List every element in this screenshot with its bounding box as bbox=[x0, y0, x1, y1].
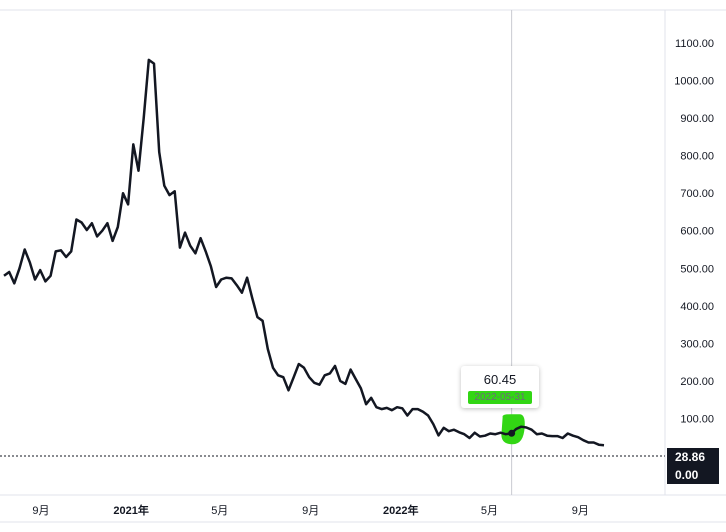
y-tick-label: 1100.00 bbox=[675, 38, 714, 50]
series-line bbox=[3, 58, 605, 447]
x-tick-label: 9月 bbox=[32, 505, 49, 517]
y-tick-label: 200.00 bbox=[680, 376, 714, 388]
y-tick-label: 600.00 bbox=[680, 226, 714, 238]
y-tick-label: 900.00 bbox=[680, 113, 714, 125]
y-tick-label: 800.00 bbox=[680, 151, 714, 163]
y-tick-label: 400.00 bbox=[680, 301, 714, 313]
crosshair-point bbox=[508, 429, 516, 437]
y-tick-label: 100.00 bbox=[680, 413, 714, 425]
y-tick-label: 500.00 bbox=[680, 263, 714, 275]
tooltip-value: 60.45 bbox=[483, 372, 517, 387]
last-value-badge: 28.86 bbox=[667, 448, 719, 466]
x-tick-label: 9月 bbox=[572, 505, 589, 517]
zero-value-badge: 0.00 bbox=[667, 466, 719, 484]
x-axis-ticks: 9月 2021年 5月 9月 2022年 5月 9月 bbox=[32, 503, 589, 517]
y-tick-label: 700.00 bbox=[680, 188, 714, 200]
crosshair-highlight-marker bbox=[501, 414, 525, 445]
x-tick-label: 2022年 bbox=[383, 503, 418, 517]
x-tick-label: 5月 bbox=[211, 505, 228, 517]
x-tick-label: 5月 bbox=[481, 505, 498, 517]
y-tick-label: 300.00 bbox=[680, 338, 714, 350]
tooltip-date: 2022-05-31 bbox=[468, 391, 532, 404]
y-axis-ticks: 1100.00 1000.00 900.00 800.00 700.00 600.00 50… bbox=[674, 38, 714, 425]
crosshair-tooltip: 60.45 2022-05-31 bbox=[461, 366, 539, 408]
x-tick-label: 2021年 bbox=[113, 503, 148, 517]
x-tick-label: 9月 bbox=[302, 505, 319, 517]
y-tick-label: 1000.00 bbox=[674, 76, 714, 88]
